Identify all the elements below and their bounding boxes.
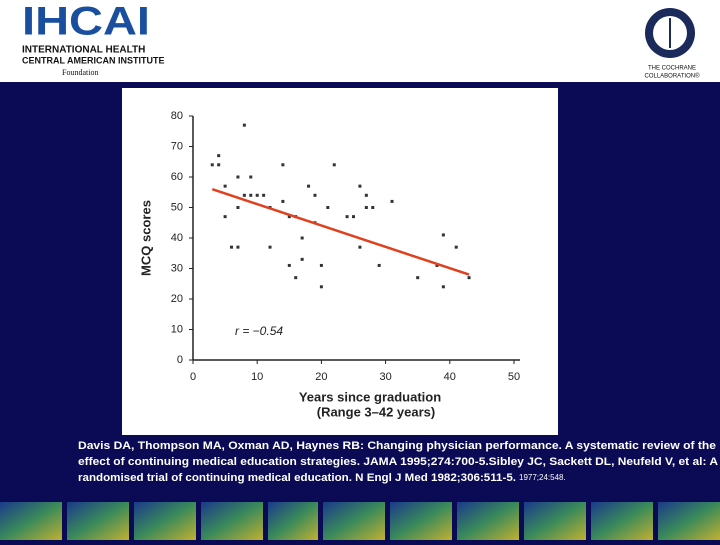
annotation: r = −0.54 [235,324,283,338]
caption-line: Davis DA, Thompson MA, Oxman AD, Haynes … [78,440,716,452]
point [223,215,227,219]
footer-tile [134,502,196,540]
point [358,245,362,249]
point [300,257,304,261]
point [262,193,266,197]
footer-tile [67,502,129,540]
caption-line: randomised trial of continuing medical e… [78,472,516,484]
plot: 0 10 20 30 40 50 60 70 80 0 10 20 30 40 50 MCQ scores Ye… [138,110,520,420]
point [416,276,420,280]
point [242,193,246,197]
org-name: CENTRAL AMERICAN INSTITUTE [22,55,165,65]
point [210,163,214,167]
point [345,215,349,219]
point [255,193,259,197]
footer-tile [591,502,653,540]
header-band [0,0,720,82]
footer-tile [457,502,519,540]
point [287,263,291,267]
x-tick-label: 0 [190,371,196,383]
footer-tile [323,502,385,540]
x-tick-label: 50 [508,371,520,383]
point [281,199,285,203]
caption-note: 1977;24:548. [519,473,566,482]
point [441,285,445,289]
trend-line [211,188,470,276]
point [319,263,323,267]
logo: IHCAI [22,0,150,44]
y-tick-label: 50 [171,201,183,213]
point [390,199,394,203]
point [223,184,227,188]
point [249,193,253,197]
y-tick-label: 10 [171,323,183,335]
point [435,263,439,267]
point [249,175,253,179]
point [467,276,471,280]
footer-tile [268,502,318,540]
org-name: INTERNATIONAL HEALTH [22,45,145,56]
y-tick-label: 80 [171,110,183,122]
y-tick-label: 20 [171,293,183,305]
x-axis-label: Years since graduation [299,389,441,404]
footer-strip [0,502,720,540]
footer-tile [390,502,452,540]
y-tick-label: 70 [171,140,183,152]
point [352,215,355,219]
point [236,245,240,249]
point [217,154,221,158]
point [377,263,381,267]
point [294,276,298,280]
point [230,245,234,249]
y-tick-label: 0 [177,354,183,366]
point [364,193,368,197]
x-tick-label: 10 [251,371,263,383]
footer-tile [524,502,586,540]
point [281,163,285,167]
point [268,245,272,249]
org-name: Foundation [62,68,98,77]
x-tick-label: 20 [315,371,327,383]
partner-name: THE COCHRANE [648,66,696,72]
x-tick-label: 30 [379,371,391,383]
point [319,285,323,289]
y-tick-label: 30 [171,262,183,274]
x-tick-label: 40 [444,371,456,383]
point [236,175,240,179]
point [364,206,368,209]
chart-panel [122,88,558,435]
point [454,245,458,249]
point [332,163,336,167]
point [358,184,362,188]
y-axis-label: MCQ scores [138,200,153,276]
point [287,215,291,219]
point [217,163,221,167]
point [236,206,240,209]
point [326,206,330,209]
point [242,123,246,127]
caption-line: effect of continuing medical education s… [78,456,718,468]
partner-name: COLLABORATION® [645,73,701,80]
point [371,206,375,209]
y-tick-label: 60 [171,171,183,183]
point [307,184,311,188]
point [441,233,445,237]
x-axis-sublabel: (Range 3–42 years) [317,404,436,419]
footer-tile [0,502,62,540]
y-tick-label: 40 [171,232,183,244]
point [313,193,317,197]
footer-tile [201,502,263,540]
footer-tile [658,502,720,540]
point [300,236,304,240]
